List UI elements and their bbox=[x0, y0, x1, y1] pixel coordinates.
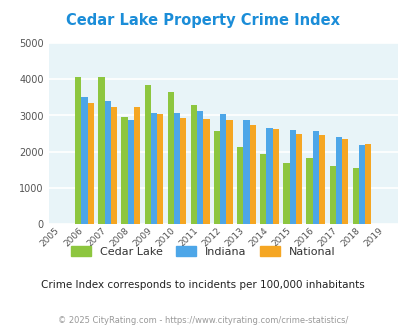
Legend: Cedar Lake, Indiana, National: Cedar Lake, Indiana, National bbox=[67, 243, 338, 260]
Bar bbox=[306, 158, 312, 224]
Bar bbox=[312, 131, 318, 224]
Bar bbox=[121, 117, 127, 224]
Bar bbox=[318, 135, 324, 224]
Bar bbox=[87, 103, 94, 224]
Bar bbox=[98, 77, 104, 224]
Bar bbox=[341, 139, 347, 224]
Bar bbox=[364, 144, 371, 224]
Bar bbox=[283, 163, 289, 224]
Bar bbox=[157, 114, 163, 224]
Bar bbox=[237, 147, 243, 224]
Bar bbox=[335, 137, 341, 224]
Text: Crime Index corresponds to incidents per 100,000 inhabitants: Crime Index corresponds to incidents per… bbox=[41, 280, 364, 290]
Bar bbox=[352, 168, 358, 224]
Bar bbox=[190, 105, 196, 224]
Bar bbox=[134, 107, 140, 224]
Bar bbox=[196, 111, 203, 224]
Bar bbox=[295, 134, 301, 224]
Bar bbox=[173, 113, 180, 224]
Text: Cedar Lake Property Crime Index: Cedar Lake Property Crime Index bbox=[66, 13, 339, 28]
Bar bbox=[144, 85, 150, 224]
Bar bbox=[127, 120, 134, 224]
Bar bbox=[180, 118, 186, 224]
Bar bbox=[167, 91, 173, 224]
Bar bbox=[213, 131, 220, 224]
Bar bbox=[150, 113, 157, 224]
Bar bbox=[220, 114, 226, 224]
Bar bbox=[266, 128, 272, 224]
Bar bbox=[203, 119, 209, 224]
Bar bbox=[272, 129, 278, 224]
Bar bbox=[289, 130, 295, 224]
Bar bbox=[243, 120, 249, 224]
Bar bbox=[81, 97, 87, 224]
Text: © 2025 CityRating.com - https://www.cityrating.com/crime-statistics/: © 2025 CityRating.com - https://www.city… bbox=[58, 315, 347, 325]
Bar bbox=[104, 101, 111, 224]
Bar bbox=[260, 154, 266, 224]
Bar bbox=[329, 166, 335, 224]
Bar bbox=[75, 77, 81, 224]
Bar bbox=[249, 125, 255, 224]
Bar bbox=[111, 107, 117, 224]
Bar bbox=[226, 120, 232, 224]
Bar bbox=[358, 145, 364, 224]
